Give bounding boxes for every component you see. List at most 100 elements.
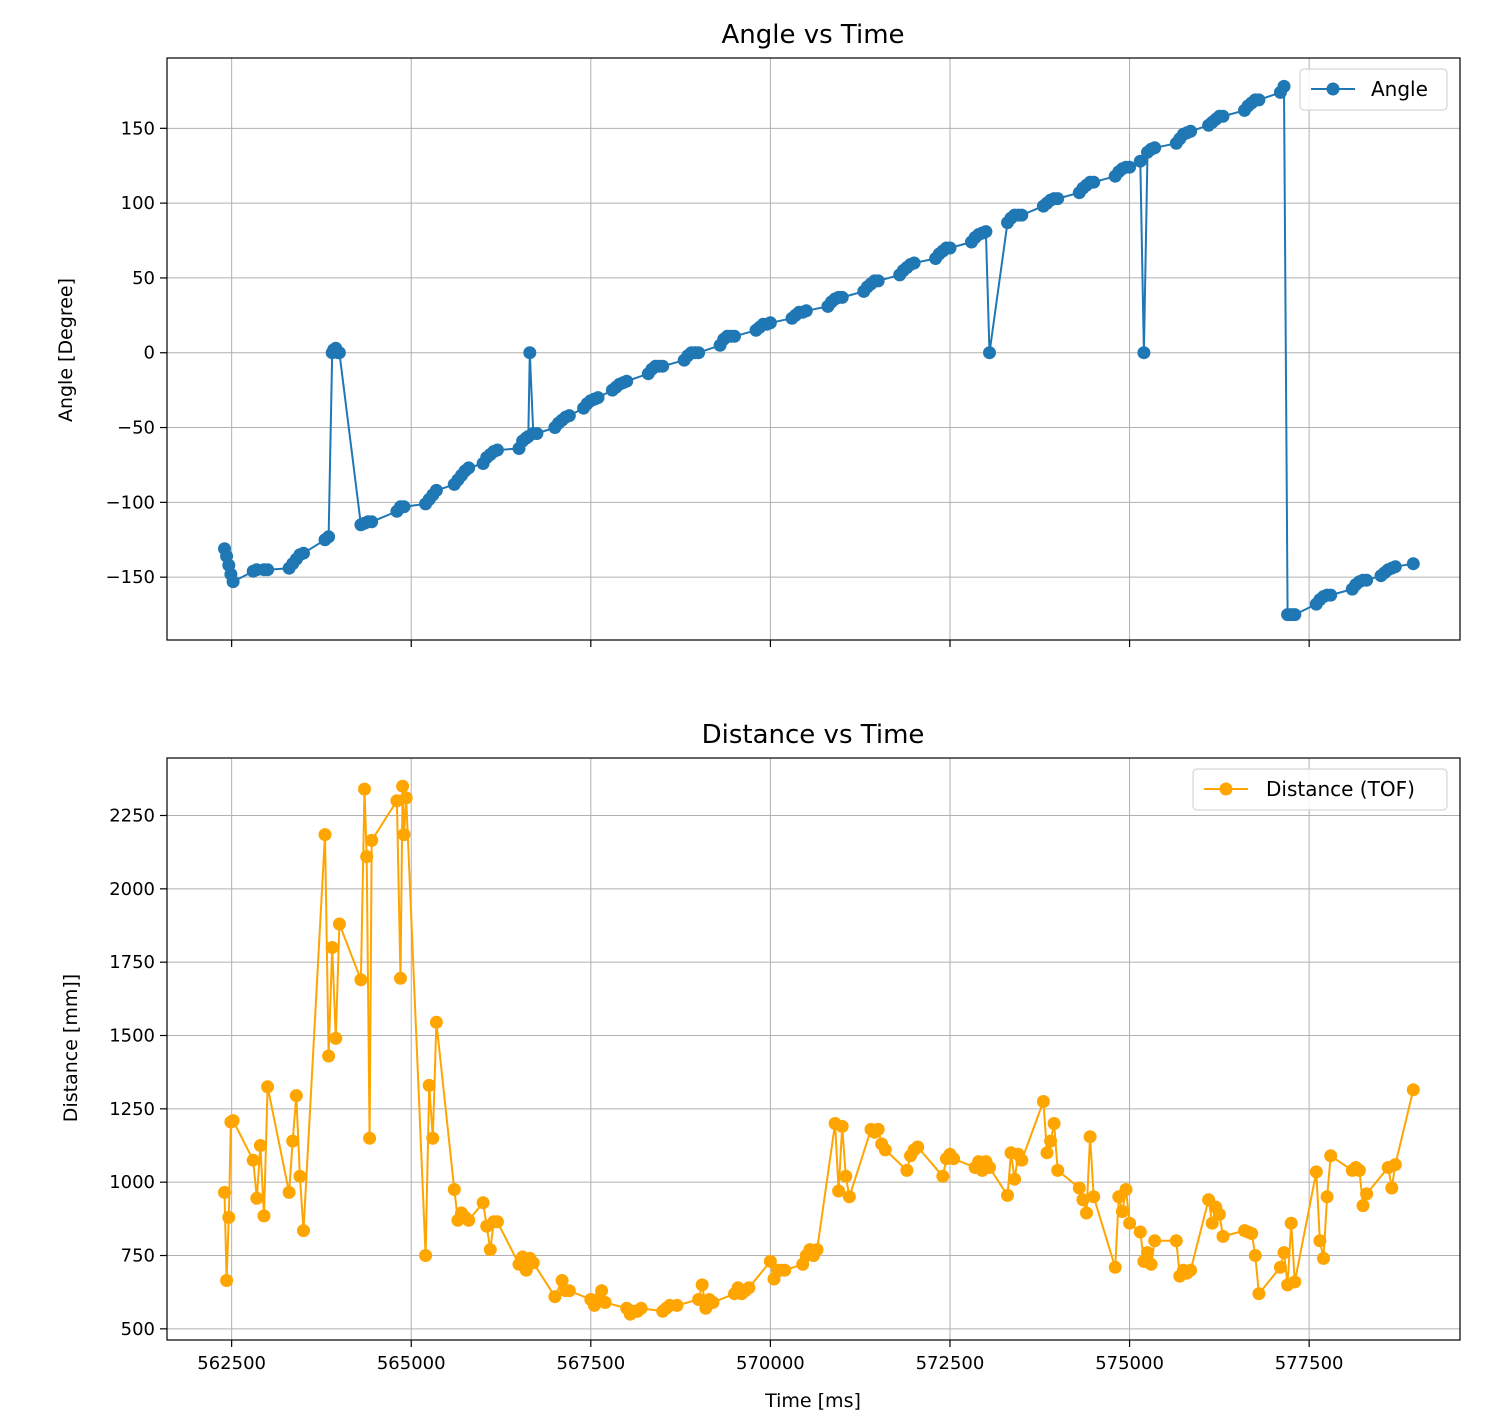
distance-data-point: [257, 1209, 271, 1223]
angle-data-point: [261, 563, 275, 577]
angle-data-point: [1288, 608, 1302, 622]
angle-legend-label: Angle: [1371, 77, 1428, 101]
angle-data-point: [523, 346, 537, 360]
distance-data-point: [422, 1078, 436, 1092]
distance-data-point: [1108, 1260, 1122, 1274]
distance-data-point: [419, 1249, 433, 1262]
distance-x-tick-label: 572500: [916, 1353, 985, 1374]
angle-axes-frame: [166, 57, 1461, 641]
distance-data-point: [1320, 1190, 1334, 1204]
distance-data-point: [1252, 1287, 1266, 1301]
distance-data-point: [218, 1185, 231, 1199]
distance-data-point: [282, 1185, 296, 1199]
distance-data-point: [399, 791, 413, 805]
distance-data-point: [1047, 1117, 1061, 1130]
distance-legend-marker: [1219, 782, 1233, 796]
distance-data-point: [360, 850, 374, 864]
angle-data-point: [1216, 109, 1230, 123]
distance-data-point: [842, 1190, 856, 1204]
angle-data-point: [620, 374, 634, 388]
angle-data-point: [907, 256, 921, 270]
angle-subplot: Angle vs Time Angle [Degree] −150 −100 −50…: [55, 20, 1461, 647]
distance-data-point: [1273, 1260, 1287, 1274]
distance-data-point: [1036, 1095, 1050, 1108]
distance-data-point: [293, 1169, 307, 1183]
distance-data-point: [1277, 1246, 1291, 1260]
distance-data-point: [947, 1152, 961, 1166]
distance-data-point: [1087, 1190, 1101, 1204]
angle-data-point: [562, 409, 576, 423]
angle-grid: [167, 58, 1460, 640]
distance-data-point: [1119, 1183, 1133, 1196]
angle-data-point: [1015, 208, 1029, 222]
distance-legend-box: [1192, 768, 1448, 811]
angle-data-point: [332, 346, 346, 360]
distance-data-point: [778, 1263, 792, 1277]
angle-data-point: [462, 461, 476, 475]
distance-data-point: [322, 1049, 336, 1063]
distance-legend: Distance (TOF): [1192, 768, 1448, 811]
angle-data-point: [429, 483, 443, 497]
distance-data-point: [936, 1169, 950, 1183]
distance-data-point: [220, 1274, 234, 1287]
distance-data-point: [447, 1183, 461, 1196]
distance-data-point: [835, 1119, 849, 1133]
angle-plot-area: [218, 79, 1420, 622]
distance-data-point: [1406, 1083, 1420, 1097]
angle-y-axis-label: Angle [Degree]: [55, 278, 77, 422]
distance-data-point: [297, 1224, 310, 1238]
distance-data-point: [1076, 1193, 1090, 1207]
angle-data-point: [656, 359, 670, 373]
distance-data-point: [1309, 1165, 1323, 1179]
distance-data-point: [555, 1274, 569, 1287]
distance-data-point: [1051, 1163, 1065, 1177]
angle-legend-marker: [1326, 82, 1340, 96]
distance-data-point: [1248, 1249, 1262, 1262]
angle-data-point: [871, 274, 885, 288]
distance-data-point: [810, 1243, 824, 1257]
distance-data-point: [1169, 1234, 1183, 1248]
distance-data-point: [1388, 1158, 1402, 1172]
distance-data-point: [634, 1301, 648, 1315]
distance-x-tick-label: 562500: [197, 1353, 266, 1374]
angle-data-point: [1324, 588, 1338, 602]
distance-data-point: [1317, 1251, 1330, 1265]
angle-y-tick-label: −100: [106, 492, 155, 513]
angle-data-point: [1133, 154, 1147, 168]
angle-data-point: [530, 427, 544, 440]
distance-data-point: [318, 828, 332, 842]
distance-data-point: [692, 1293, 706, 1306]
distance-y-axis-label: Distance [mm]]: [60, 974, 82, 1122]
distance-x-tick-label: 577500: [1275, 1353, 1344, 1374]
distance-y-tick-label: 1250: [109, 1099, 155, 1120]
angle-y-tick-label: 0: [144, 343, 155, 364]
distance-y-tick-label: 2000: [109, 879, 155, 900]
distance-data-point: [332, 917, 346, 931]
angle-data-point: [1123, 160, 1137, 174]
distance-data-point: [1144, 1257, 1158, 1271]
distance-y-tick-label: 1500: [109, 1026, 155, 1047]
distance-data-point: [286, 1134, 300, 1148]
distance-data-point: [476, 1196, 490, 1210]
distance-data-point: [839, 1169, 853, 1183]
distance-data-point: [329, 1031, 343, 1045]
distance-data-point: [595, 1284, 609, 1298]
distance-data-point: [426, 1131, 440, 1145]
distance-data-point: [462, 1213, 476, 1227]
distance-data-point: [526, 1256, 540, 1270]
angle-y-tick-label: 100: [121, 193, 155, 214]
distance-data-point: [397, 828, 411, 842]
distance-x-tick-label: 565000: [377, 1353, 446, 1374]
angle-data-point: [943, 241, 957, 255]
distance-x-tick-label: 567500: [556, 1353, 625, 1374]
distance-data-point: [1360, 1187, 1374, 1201]
angle-data-point: [763, 316, 777, 330]
distance-data-point: [763, 1254, 777, 1268]
angle-data-point: [226, 575, 240, 589]
angle-data-point: [1406, 557, 1420, 571]
distance-data-point: [878, 1143, 892, 1157]
distance-data-point: [358, 782, 371, 796]
distance-data-point: [1324, 1149, 1338, 1163]
